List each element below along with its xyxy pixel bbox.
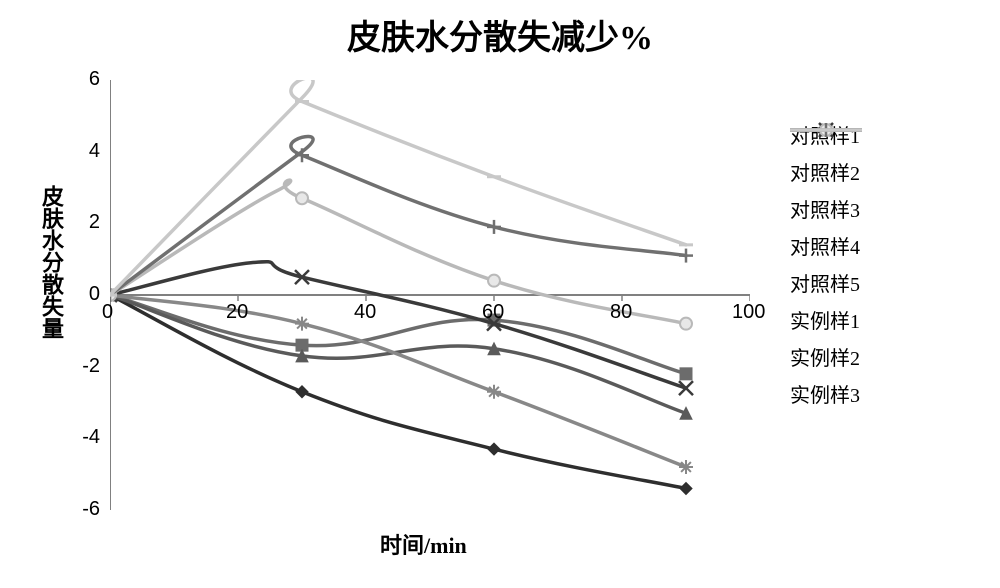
legend-label: 实例样1 — [790, 305, 860, 334]
legend-item: 对照样3 — [790, 194, 990, 223]
legend-item: 实例样3 — [790, 379, 990, 408]
y-tick-label: 4 — [89, 140, 100, 163]
series-marker-0 — [296, 386, 308, 398]
y-tick-label: 2 — [89, 211, 100, 234]
series-line-7 — [110, 80, 686, 295]
legend-label: 对照样2 — [790, 157, 860, 186]
legend: 对照样1对照样2对照样3对照样4对照样5实例样1实例样2实例样3 — [790, 120, 990, 416]
legend-item: 实例样2 — [790, 342, 990, 371]
y-axis-label: 皮肤水分散失量 — [35, 185, 67, 339]
x-tick-label: 80 — [610, 301, 632, 324]
series-marker-4 — [487, 385, 501, 399]
legend-label: 对照样4 — [790, 231, 860, 260]
series-line-5 — [110, 180, 686, 324]
series-marker-6 — [295, 148, 309, 162]
chart-svg — [110, 80, 750, 510]
x-tick-label: 100 — [732, 301, 765, 324]
y-tick-label: 6 — [89, 68, 100, 91]
legend-label: 对照样3 — [790, 194, 860, 223]
x-axis-label: 时间/min — [380, 528, 467, 560]
legend-item: 对照样4 — [790, 231, 990, 260]
series-line-4 — [110, 295, 686, 467]
series-marker-5 — [680, 318, 692, 330]
legend-label: 实例样3 — [790, 379, 860, 408]
series-marker-5 — [296, 192, 308, 204]
series-marker-0 — [680, 483, 692, 495]
legend-item: 实例样1 — [790, 305, 990, 334]
series-marker-1 — [680, 368, 692, 380]
x-tick-label: 40 — [354, 301, 376, 324]
chart-title: 皮肤水分散失减少% — [0, 10, 1000, 59]
series-marker-6 — [487, 220, 501, 234]
series-marker-5 — [488, 275, 500, 287]
y-tick-label: -2 — [82, 355, 100, 378]
x-tick-label: 0 — [102, 301, 113, 324]
series-marker-4 — [295, 317, 309, 331]
x-tick-label: 60 — [482, 301, 504, 324]
legend-item: 对照样5 — [790, 268, 990, 297]
series-marker-6 — [679, 249, 693, 263]
legend-label: 实例样2 — [790, 342, 860, 371]
legend-swatch — [790, 120, 862, 140]
x-tick-label: 20 — [226, 301, 248, 324]
plot-area — [110, 80, 750, 510]
legend-item: 对照样2 — [790, 157, 990, 186]
y-tick-label: 0 — [89, 283, 100, 306]
y-tick-label: -6 — [82, 498, 100, 521]
y-tick-label: -4 — [82, 426, 100, 449]
series-marker-4 — [679, 460, 693, 474]
series-marker-0 — [488, 443, 500, 455]
legend-label: 对照样5 — [790, 268, 860, 297]
